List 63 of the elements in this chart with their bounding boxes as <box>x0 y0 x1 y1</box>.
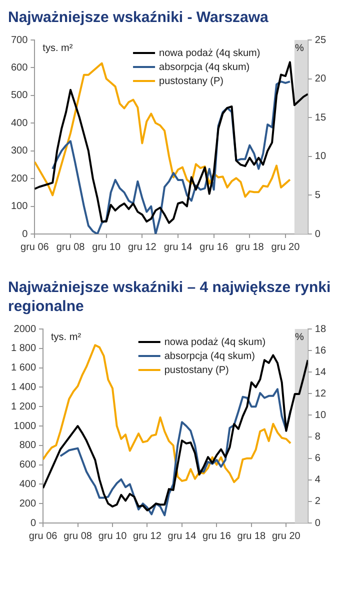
x-tick-label: gru 12 <box>133 530 162 542</box>
y2-tick-label: 16 <box>314 345 326 356</box>
x-tick-label: gru 08 <box>64 530 92 542</box>
y-tick-label: 400 <box>19 478 36 490</box>
y-tick-label: 0 <box>30 518 36 529</box>
y-tick-label: 200 <box>19 498 36 510</box>
y2-tick-label: 18 <box>314 324 326 335</box>
y2-tick-label: 10 <box>314 151 326 162</box>
legend-label: pustostany (P) <box>159 76 224 87</box>
legend-label: pustostany (P) <box>164 364 229 376</box>
y-tick-label: 100 <box>10 201 28 212</box>
x-tick-label: gru 16 <box>200 242 228 253</box>
legend-label: absorpcja (4q skum) <box>164 350 255 362</box>
x-tick-label: gru 14 <box>164 242 193 253</box>
y-axis-title: tys. m² <box>42 42 74 54</box>
y2-tick-label: 25 <box>314 34 326 46</box>
y-tick-label: 1 600 <box>10 362 36 374</box>
y2-tick-label: 12 <box>314 388 326 400</box>
y-tick-label: 1 400 <box>10 382 36 393</box>
x-tick-label: gru 10 <box>98 530 128 542</box>
x-tick-label: gru 18 <box>235 242 264 253</box>
y2-tick-label: 4 <box>314 474 321 486</box>
x-tick-label: gru 06 <box>20 242 50 253</box>
y-tick-label: 300 <box>10 146 28 157</box>
y2-tick-label: 8 <box>314 432 321 443</box>
y-tick-label: 0 <box>22 228 28 240</box>
y-tick-label: 600 <box>10 62 28 74</box>
x-tick-label: gru 08 <box>56 242 86 253</box>
y2-axis-title: % <box>294 42 304 54</box>
x-tick-label: gru 18 <box>237 530 266 542</box>
y-axis-title: tys. m² <box>51 332 82 343</box>
y-tick-label: 1 200 <box>10 401 36 412</box>
y2-tick-label: 0 <box>314 518 321 529</box>
x-tick-label: gru 12 <box>128 242 157 253</box>
y2-tick-label: 10 <box>314 410 326 421</box>
y2-tick-label: 20 <box>314 74 326 85</box>
y-tick-label: 400 <box>10 118 28 129</box>
y-tick-label: 2000 <box>14 324 36 335</box>
chart-title: Najważniejsze wskaźniki – 4 największe rynki regionalne <box>8 278 331 316</box>
y2-tick-label: 2 <box>314 496 321 508</box>
x-tick-label: gru 06 <box>28 530 58 542</box>
y2-tick-label: 14 <box>314 366 326 378</box>
y-tick-label: 700 <box>10 34 28 46</box>
x-tick-label: gru 20 <box>272 530 301 542</box>
y-tick-label: 800 <box>19 440 36 452</box>
y-tick-label: 1 800 <box>10 343 36 354</box>
chart-title: Najważniejsze wskaźniki - Warszawa <box>8 8 270 27</box>
legend-label: absorpcja (4q skum) <box>159 62 250 73</box>
y-tick-label: 500 <box>10 90 28 102</box>
x-tick-label: gru 14 <box>168 530 197 542</box>
y2-tick-label: 5 <box>314 190 321 201</box>
x-tick-label: gru 16 <box>202 530 232 542</box>
x-tick-label: gru 10 <box>92 242 121 253</box>
y2-tick-label: 15 <box>314 112 326 124</box>
legend-label: nowa podaż (4q skum) <box>164 336 266 348</box>
y-tick-label: 1000 <box>14 420 36 432</box>
y2-axis-title: % <box>294 332 304 343</box>
x-tick-label: gru 20 <box>271 242 300 253</box>
y2-tick-label: 0 <box>314 228 321 240</box>
y2-tick-label: 6 <box>314 453 321 464</box>
legend-label: nowa podaż (4q skum) <box>159 48 260 59</box>
y-tick-label: 200 <box>10 173 28 184</box>
y-tick-label: 600 <box>19 460 36 471</box>
